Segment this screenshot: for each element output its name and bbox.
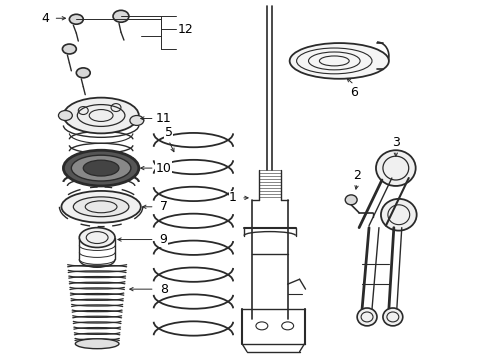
- Ellipse shape: [70, 14, 83, 24]
- Text: 11: 11: [156, 112, 171, 125]
- Ellipse shape: [345, 195, 357, 205]
- Text: 1: 1: [229, 192, 237, 204]
- Ellipse shape: [381, 199, 416, 231]
- Text: 5: 5: [165, 126, 172, 139]
- Ellipse shape: [83, 160, 119, 176]
- Ellipse shape: [79, 228, 115, 247]
- Ellipse shape: [376, 150, 416, 186]
- Ellipse shape: [290, 43, 389, 79]
- Ellipse shape: [113, 10, 129, 22]
- Text: 10: 10: [156, 162, 171, 175]
- Ellipse shape: [63, 150, 139, 186]
- Text: 7: 7: [160, 200, 168, 213]
- Ellipse shape: [58, 111, 73, 121]
- Ellipse shape: [130, 116, 144, 125]
- Text: 8: 8: [160, 283, 168, 296]
- Ellipse shape: [62, 44, 76, 54]
- Text: 3: 3: [392, 136, 400, 149]
- Ellipse shape: [63, 98, 139, 133]
- Ellipse shape: [75, 339, 119, 349]
- Text: 2: 2: [353, 168, 361, 181]
- Ellipse shape: [74, 197, 129, 217]
- Ellipse shape: [61, 191, 141, 223]
- Ellipse shape: [72, 155, 131, 181]
- Ellipse shape: [383, 308, 403, 326]
- Text: 9: 9: [160, 233, 168, 246]
- Text: 6: 6: [350, 86, 358, 99]
- Text: 12: 12: [177, 23, 194, 36]
- Text: 4: 4: [42, 12, 49, 25]
- Ellipse shape: [76, 68, 90, 78]
- Ellipse shape: [357, 308, 377, 326]
